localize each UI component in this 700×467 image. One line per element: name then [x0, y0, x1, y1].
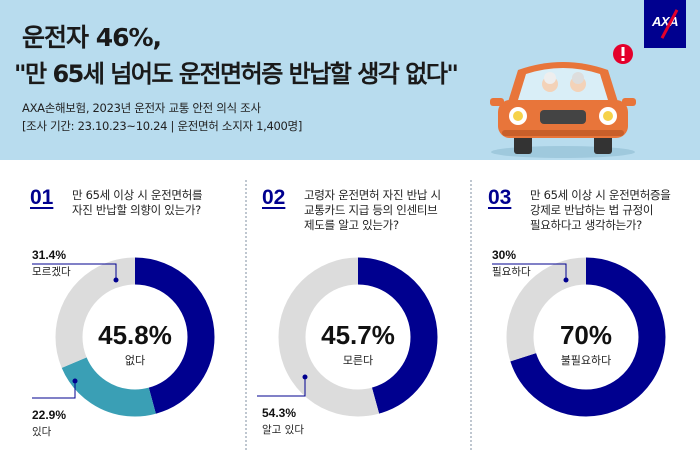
callout-leader-line	[32, 263, 119, 283]
question-2-text: 고령자 운전면허 자진 반납 시 교통카드 지급 등의 인센티브 제도를 알고 …	[304, 188, 441, 233]
donut-2-center-value: 45.7%	[321, 320, 395, 350]
donut-3-center-label: 불필요하다	[560, 354, 612, 367]
callout-3-needed-value: 30%	[492, 248, 517, 262]
headline-line-2: "만 65세 넘어도 운전면허증 반납할 생각 없다"	[14, 60, 459, 88]
question-3-text: 만 65세 이상 시 운전면허증을 강제로 반납하는 법 규정이 필요하다고 생…	[530, 188, 671, 233]
question-2-number: 02	[262, 186, 286, 209]
donut-chart-2	[278, 257, 438, 417]
question-1-line: 만 65세 이상 시 운전면허를	[72, 188, 203, 202]
question-3-line: 강제로 반납하는 법 규정이	[530, 203, 654, 217]
callout-2-aware-label: 알고 있다	[262, 424, 304, 436]
donut-slice-있다	[55, 257, 215, 417]
question-3-line: 필요하다고 생각하는가?	[530, 218, 642, 232]
car-illustration-icon	[490, 44, 636, 158]
question-1-line: 자진 반납할 의향이 있는가?	[72, 203, 201, 217]
axa-logo: AXA	[644, 0, 686, 48]
donut-3-center-value: 70%	[559, 320, 613, 350]
donut-slice-모르겠다	[55, 257, 215, 417]
headline-line-1: 운전자 46%,	[22, 23, 162, 52]
question-1-text: 만 65세 이상 시 운전면허를 자진 반납할 의향이 있는가?	[72, 188, 203, 218]
callout-2-aware-value: 54.3%	[262, 406, 297, 420]
callout-3-needed-label: 필요하다	[492, 266, 531, 278]
question-3-number: 03	[488, 186, 512, 209]
callout-1-unsure-value: 31.4%	[32, 248, 67, 262]
callout-1-yes-value: 22.9%	[32, 408, 67, 422]
question-2-line: 고령자 운전면허 자진 반납 시	[304, 188, 441, 202]
column-divider	[245, 180, 247, 450]
callout-1-yes-label: 있다	[32, 426, 52, 438]
survey-period: [조사 기간: 23.10.23~10.24 | 운전면허 소지자 1,400명…	[22, 119, 303, 133]
donut-chart-1	[55, 257, 215, 417]
donut-slice-필요하다	[506, 257, 666, 417]
donut-1-center-value: 45.8%	[98, 320, 172, 350]
callout-leader-line	[492, 263, 569, 283]
donut-1-center-label: 없다	[124, 354, 146, 367]
question-3-line: 만 65세 이상 시 운전면허증을	[530, 188, 671, 202]
callout-1-unsure-label: 모르겠다	[32, 266, 71, 278]
survey-source: AXA손해보험, 2023년 운전자 교통 안전 의식 조사	[22, 101, 261, 115]
callout-leader-line	[257, 374, 308, 397]
donut-2-center-label: 모른다	[342, 354, 374, 367]
callout-leader-line	[32, 378, 78, 399]
question-2-line: 교통카드 지급 등의 인센티브	[304, 203, 438, 217]
question-1-number: 01	[30, 186, 54, 209]
donut-slice-알고 있다	[278, 257, 438, 417]
donut-chart-3	[506, 257, 666, 417]
column-divider	[470, 180, 472, 450]
question-2-line: 제도를 알고 있는가?	[304, 218, 399, 232]
